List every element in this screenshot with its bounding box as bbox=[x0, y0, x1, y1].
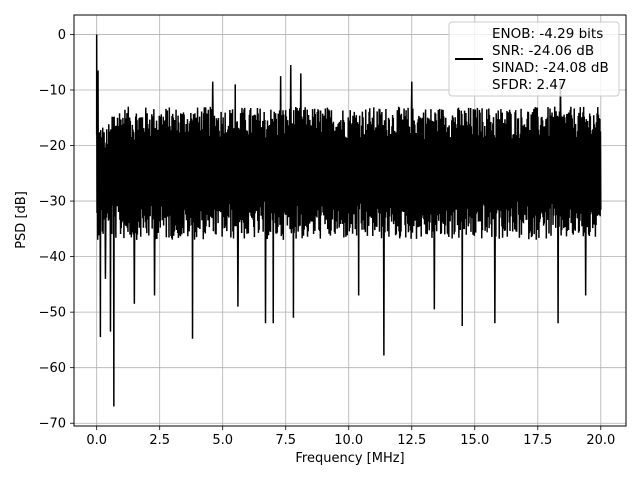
x-tick-label: 15.0 bbox=[460, 433, 489, 448]
legend-entry-sfdr: SFDR: 2.47 bbox=[492, 77, 567, 93]
axes-frame bbox=[73, 14, 627, 427]
x-axis-label: Frequency [MHz] bbox=[295, 451, 404, 466]
legend-entry-snr: SNR: -24.06 dB bbox=[492, 43, 594, 59]
x-tick-label: 20.0 bbox=[586, 433, 615, 448]
y-tick-label: −50 bbox=[39, 306, 66, 321]
y-tick-label: −20 bbox=[39, 139, 66, 154]
y-tick-label: −10 bbox=[39, 83, 66, 98]
x-tick-label: 17.5 bbox=[523, 433, 552, 448]
legend-box bbox=[448, 21, 620, 97]
x-tick-label: 5.0 bbox=[212, 433, 233, 448]
y-tick-label: −70 bbox=[39, 417, 66, 432]
plot-area bbox=[95, 34, 602, 407]
x-tick-label: 0.0 bbox=[86, 433, 107, 448]
x-axis-ticks: 0.0 2.5 5.0 7.5 10.0 12.5 15.0 17.5 20.0 bbox=[86, 426, 615, 448]
y-axis-ticks: 0 −10 −20 −30 −40 −50 −60 −70 bbox=[39, 28, 74, 432]
y-tick-label: −40 bbox=[39, 250, 66, 265]
legend: ENOB: -4.29 bits SNR: -24.06 dB SINAD: -… bbox=[448, 21, 620, 97]
x-tick-label: 12.5 bbox=[397, 433, 426, 448]
y-axis-label: PSD [dB] bbox=[14, 191, 29, 249]
psd-series-line bbox=[95, 34, 602, 407]
y-tick-label: −30 bbox=[39, 195, 66, 210]
x-tick-label: 10.0 bbox=[334, 433, 363, 448]
y-tick-label: 0 bbox=[58, 28, 66, 43]
x-tick-label: 2.5 bbox=[149, 433, 170, 448]
y-tick-label: −60 bbox=[39, 361, 66, 376]
x-tick-label: 7.5 bbox=[275, 433, 296, 448]
legend-entry-sinad: SINAD: -24.08 dB bbox=[492, 60, 609, 76]
legend-entry-enob: ENOB: -4.29 bits bbox=[492, 26, 603, 42]
